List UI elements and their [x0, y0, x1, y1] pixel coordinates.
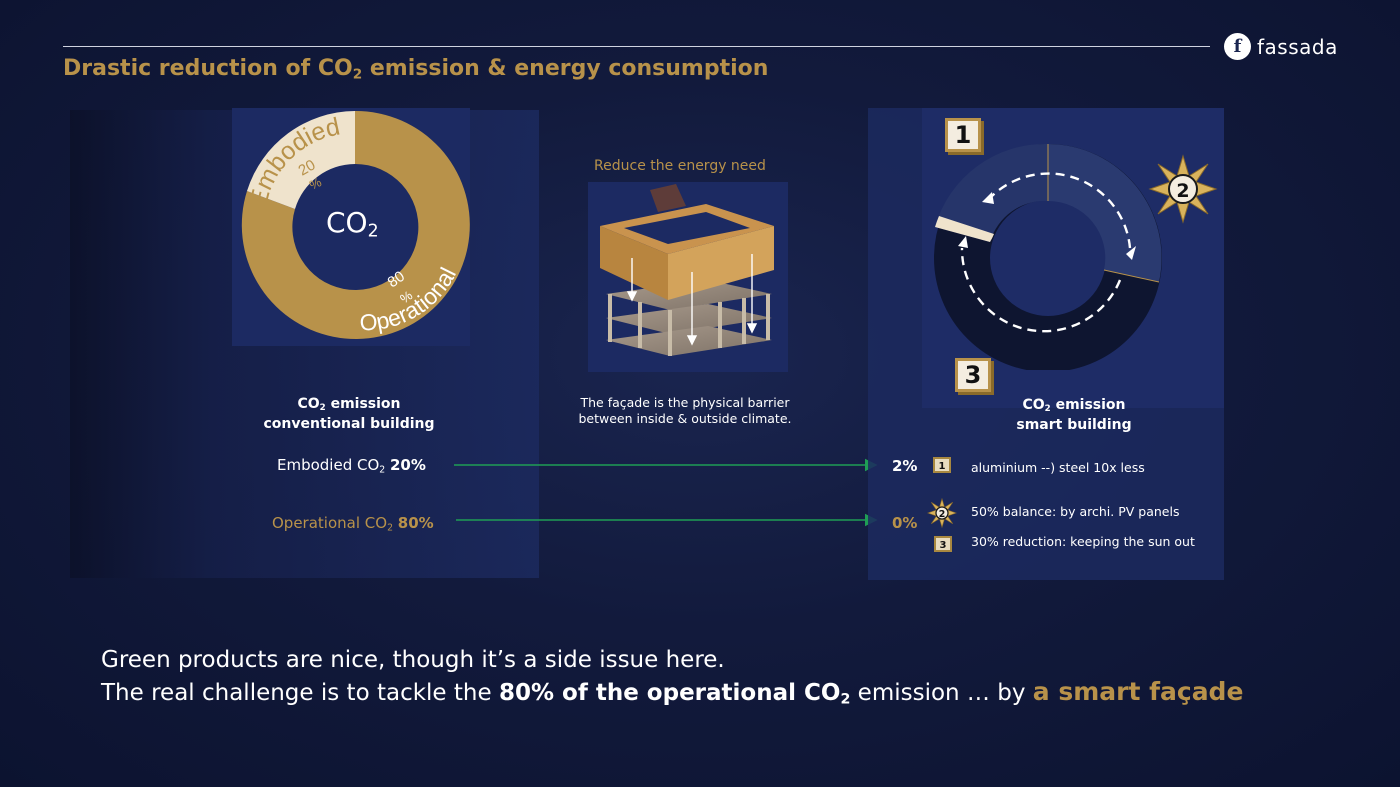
logo-text: fassada: [1257, 34, 1338, 59]
operational-value: 80: [385, 268, 408, 291]
legend-1-text: aluminium --) steel 10x less: [971, 460, 1145, 475]
operational-slice: [241, 110, 470, 339]
operational-smart-pct: 0%: [892, 514, 918, 532]
legend-3-text: 30% reduction: keeping the sun out: [971, 534, 1195, 549]
logo-icon: f: [1224, 33, 1251, 60]
embodied-smart-pct: 2%: [892, 457, 918, 475]
legend-2-text: 50% balance: by archi. PV panels: [971, 504, 1180, 519]
smart-emission-ring: [934, 143, 1162, 370]
facade-building-illustration: [588, 182, 788, 372]
step-1-badge: 1: [945, 118, 981, 152]
legend-3-icon: 3: [934, 536, 952, 552]
embodied-slice: [247, 111, 355, 209]
fassada-logo[interactable]: f fassada: [1224, 33, 1338, 60]
sun-step-2-icon: 2: [1148, 154, 1218, 224]
embodied-row-label: Embodied CO2 20%: [277, 456, 426, 476]
statement-line-1: Green products are nice, though it’s a s…: [101, 647, 725, 673]
facade-description: The façade is the physical barrier betwe…: [578, 395, 792, 426]
svg-text:2: 2: [1176, 180, 1189, 202]
reduce-energy-caption: Reduce the energy need: [594, 158, 766, 174]
statement-line-2: The real challenge is to tackle the 80% …: [101, 677, 1244, 708]
legend-1-icon: 1: [933, 457, 951, 473]
embodied-unit: %: [307, 174, 324, 193]
legend-2-sun-icon: 2: [927, 498, 957, 528]
smart-building-heading: CO2 emission smart building: [1016, 397, 1132, 433]
step-3-badge: 3: [955, 358, 991, 392]
donut-center-label: CO2: [326, 206, 379, 242]
conventional-heading: CO2 emission conventional building: [263, 396, 435, 432]
header-divider: [63, 46, 1210, 47]
co2-donut-chart: Embodied 20 % Operational 80 %: [241, 110, 470, 339]
embodied-value: 20: [296, 156, 319, 179]
operational-row-label: Operational CO2 80%: [272, 514, 434, 534]
comparison-arrows: [454, 458, 878, 527]
page-title: Drastic reduction of CO2 emission & ener…: [63, 56, 769, 83]
svg-text:2: 2: [939, 509, 946, 520]
